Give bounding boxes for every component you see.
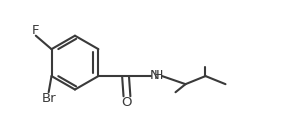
Text: F: F [32, 24, 40, 38]
Text: H: H [154, 69, 163, 82]
Text: O: O [122, 97, 132, 109]
Text: Br: Br [41, 92, 56, 105]
Text: N: N [150, 69, 160, 82]
